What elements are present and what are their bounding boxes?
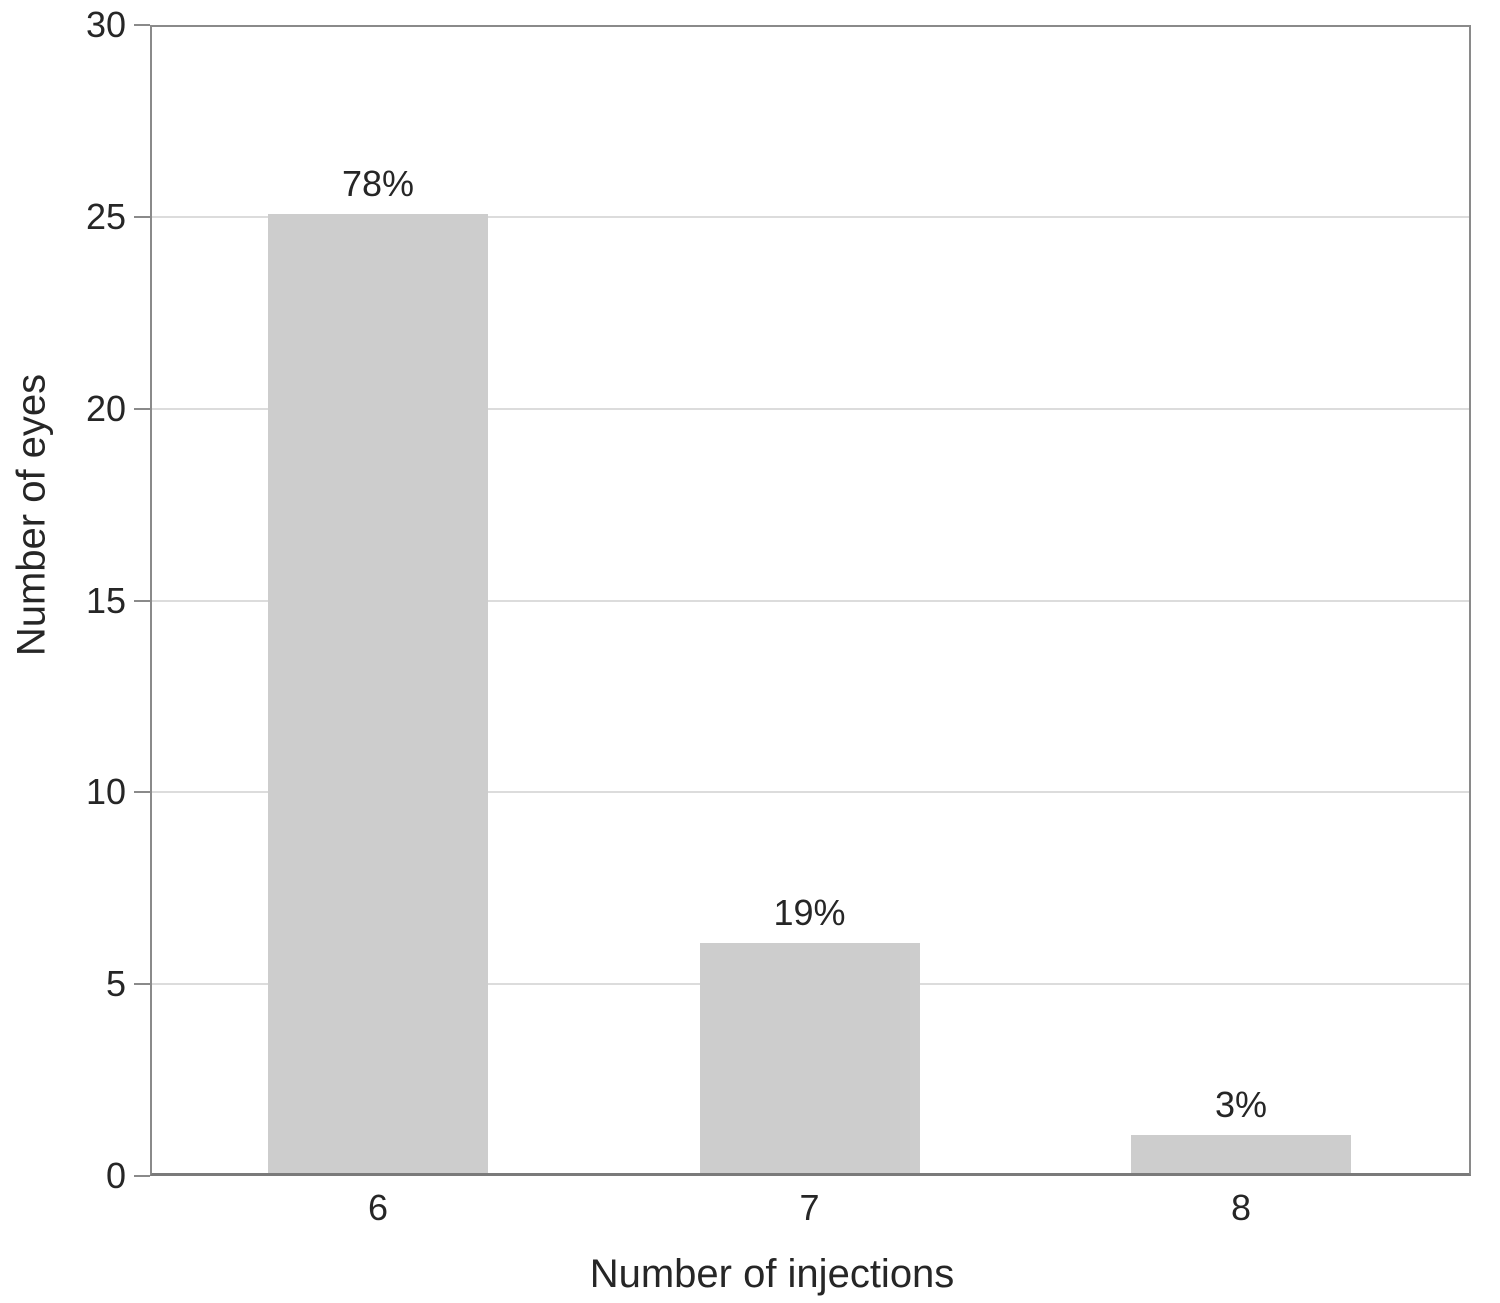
y-tick-label-25: 25 [85, 195, 126, 237]
y-tick-mark-20 [134, 407, 150, 410]
bar-value-label-7: 19% [773, 891, 846, 933]
x-tick-label-8: 8 [1230, 1187, 1252, 1228]
gridline-y-20 [150, 407, 1471, 410]
bar-6 [268, 213, 488, 1173]
bar-labels-layer: 78% 19% 3% [150, 25, 1471, 1176]
y-tick-mark-0 [134, 1175, 150, 1177]
y-tick-mark-15 [134, 599, 150, 602]
gridline-y-15 [150, 599, 1471, 602]
bar-value-label-6: 78% [341, 162, 415, 204]
y-tick-label-0: 0 [105, 1155, 126, 1196]
bar-value-label-8: 3% [1214, 1083, 1268, 1125]
x-tick-label-7: 7 [799, 1187, 820, 1228]
y-tick-label-20: 20 [85, 387, 126, 429]
gridline-y-10 [150, 791, 1471, 794]
y-tick-label-30: 30 [85, 4, 126, 45]
bars-layer [150, 25, 1471, 1176]
y-tick-mark-25 [134, 215, 150, 218]
y-tick-mark-30 [134, 24, 150, 26]
y-tick-mark-10 [134, 791, 150, 794]
x-axis-title: Number of injections [589, 1252, 955, 1296]
bar-8 [1131, 1134, 1351, 1173]
y-tick-mark-5 [134, 983, 150, 986]
gridline-y-25 [150, 215, 1471, 218]
y-tick-label-15: 15 [85, 579, 126, 621]
bar-7 [699, 942, 920, 1173]
x-tick-label-6: 6 [367, 1187, 389, 1228]
y-tick-label-10: 10 [85, 771, 126, 813]
y-tick-label-5: 5 [105, 963, 126, 1005]
